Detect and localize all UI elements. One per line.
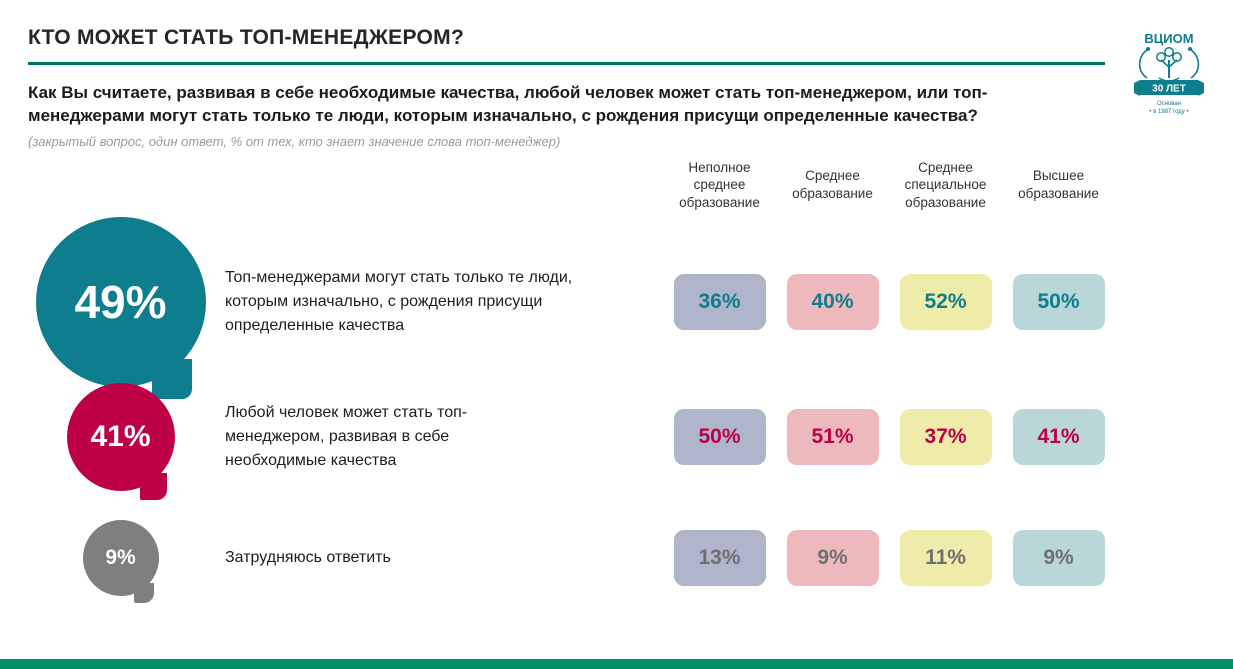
- share-value: 9%: [105, 545, 136, 569]
- share-bubble: 9%: [82, 519, 159, 603]
- question-text: Как Вы считаете, развивая в себе необход…: [28, 83, 988, 126]
- value-cell: 40%: [786, 273, 879, 330]
- column-header-specialized-secondary: Среднее специальное образование: [904, 159, 987, 210]
- page-title: КТО МОЖЕТ СТАТЬ ТОП-МЕНЕДЖЕРОМ?: [28, 26, 465, 49]
- infographic-page: КТО МОЖЕТ СТАТЬ ТОП-МЕНЕДЖЕРОМ? ВЦИОМ: [0, 26, 1233, 669]
- value-cell: 13%: [673, 529, 766, 586]
- answer-label: Затрудняюсь ответить: [225, 548, 391, 566]
- question-note: (закрытый вопрос, один ответ, % от тех, …: [28, 133, 561, 149]
- vciom-logo: ВЦИОМ 30 ЛЕТ Основан • в 1987 году •: [1121, 30, 1217, 123]
- value-cell: 51%: [786, 408, 879, 465]
- tree-icon: [1156, 47, 1182, 82]
- value-cell: 50%: [673, 408, 766, 465]
- logo-badge-text: 30 ЛЕТ: [1152, 84, 1186, 95]
- logo-brand-text: ВЦИОМ: [1144, 31, 1193, 46]
- value-cell: 9%: [786, 529, 879, 586]
- title-divider: [28, 62, 1105, 65]
- value-cell: 11%: [899, 529, 992, 586]
- results-grid: Неполное среднее образование Среднее обр…: [28, 153, 1233, 611]
- share-value: 41%: [90, 419, 151, 453]
- column-header-secondary: Среднее образование: [792, 168, 873, 201]
- value-cell: 9%: [1012, 529, 1105, 586]
- value-cell: 41%: [1012, 408, 1105, 465]
- value-cell: 52%: [899, 273, 992, 330]
- value-cell: 37%: [899, 408, 992, 465]
- answer-label: Любой человек может стать топ-менеджером…: [225, 403, 468, 469]
- column-header-row: Неполное среднее образование Среднее обр…: [28, 153, 1233, 217]
- answer-label: Топ-менеджерами могут стать только те лю…: [225, 268, 573, 334]
- column-header-higher: Высшее образование: [1018, 168, 1099, 201]
- vciom-logo-icon: ВЦИОМ 30 ЛЕТ Основан • в 1987 году •: [1134, 31, 1204, 115]
- logo-footnote-bottom: • в 1987 году •: [1149, 109, 1188, 115]
- value-cell: 36%: [673, 273, 766, 330]
- column-header-incomplete-secondary: Неполное среднее образование: [679, 159, 760, 210]
- share-bubble: 49%: [35, 216, 206, 399]
- value-cell: 50%: [1012, 273, 1105, 330]
- answer-row-anyone-can: 41% Любой человек может стать топ-менедж…: [28, 369, 1233, 505]
- share-bubble: 41%: [66, 382, 175, 500]
- share-value: 49%: [74, 275, 167, 328]
- answer-row-inborn-qualities: 49% Топ-менеджерами могут стать только т…: [28, 216, 1233, 399]
- bottom-accent-bar: [0, 659, 1233, 669]
- answer-row-difficult-to-answer: 9% Затрудняюсь ответить 13% 9% 11% 9%: [28, 505, 1233, 611]
- logo-footnote-top: Основан: [1157, 101, 1181, 107]
